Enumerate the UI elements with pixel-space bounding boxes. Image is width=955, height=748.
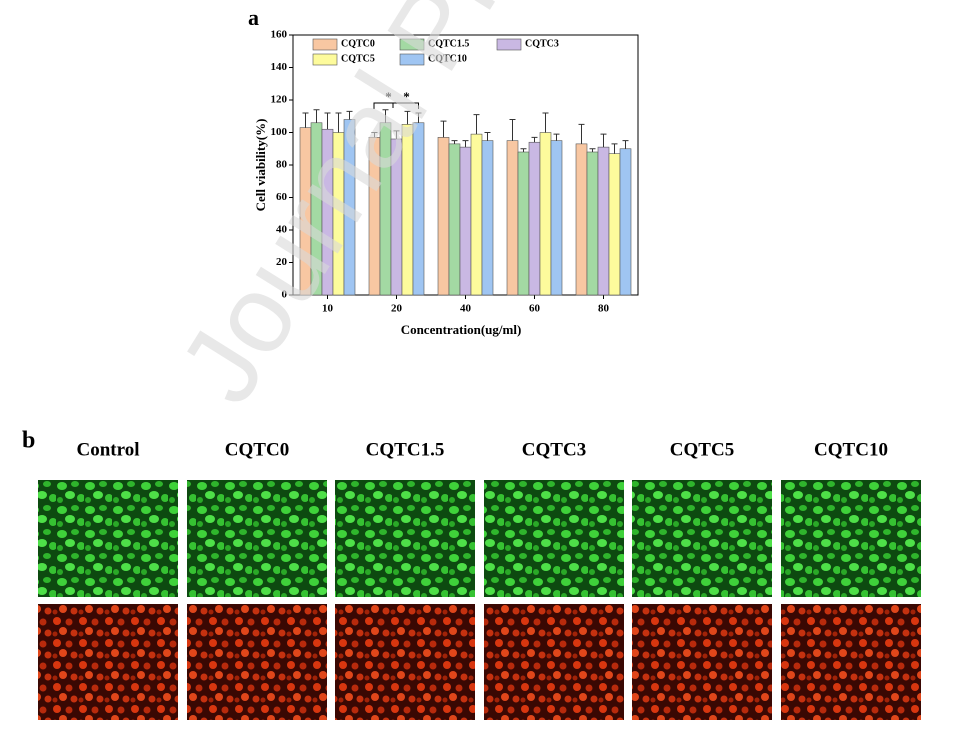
legend-label: CQTC3: [525, 38, 559, 49]
bar: [448, 143, 461, 296]
image-grid: Control CQTC0 CQTC1.5 CQTC3 CQTC5 CQTC10: [38, 439, 921, 720]
error-bar: [302, 112, 309, 128]
error-bar: [335, 112, 342, 133]
x-axis-label: Concentration(ug/ml): [401, 322, 522, 337]
column-label: CQTC5: [670, 439, 734, 460]
bar: [470, 133, 483, 296]
error-bar: [313, 109, 320, 123]
significance-bracket: [373, 102, 419, 109]
bar: [506, 140, 519, 296]
bar: [481, 140, 494, 296]
chart: 0 20 40 60 80 100 120 140 160 10 20 40 60 80 * * CQTC0 CQ…: [271, 29, 639, 315]
error-bar: [542, 112, 549, 133]
error-bar: [622, 140, 629, 149]
bar: [619, 148, 632, 296]
error-bar: [553, 133, 560, 141]
y-tick-label: 100: [271, 126, 288, 138]
error-bar: [451, 140, 458, 144]
error-bar: [371, 132, 378, 138]
error-bar: [589, 148, 596, 152]
legend-swatch: [399, 38, 425, 51]
error-bar: [611, 143, 618, 154]
y-axis-label: Cell viability(%): [253, 119, 268, 212]
legend-swatch: [312, 38, 338, 51]
error-bar: [404, 110, 411, 125]
y-tick-label: 160: [271, 29, 288, 41]
bar: [597, 146, 610, 296]
column-label: Control: [77, 439, 140, 460]
bar: [550, 140, 563, 296]
live-cell-image: [38, 480, 178, 597]
error-bar: [415, 112, 422, 123]
error-bar: [473, 114, 480, 135]
y-tick-label: 120: [271, 94, 288, 106]
bar: [575, 143, 588, 296]
column-label: CQTC10: [814, 439, 888, 460]
error-bar: [578, 123, 585, 144]
bar: [528, 141, 541, 296]
y-tick-label: 80: [276, 159, 288, 171]
bar: [459, 146, 472, 296]
dead-cell-image: [484, 604, 624, 720]
error-bar: [440, 120, 447, 138]
dead-cell-image: [187, 604, 327, 720]
error-bar: [520, 148, 527, 152]
bar: [517, 151, 530, 296]
y-tick-label: 20: [276, 256, 288, 268]
dead-cell-image: [781, 604, 921, 720]
live-cell-image: [484, 480, 624, 597]
bar: [608, 153, 621, 296]
error-bar: [531, 136, 538, 143]
legend-label: CQTC5: [341, 53, 375, 64]
x-tick-label: 20: [391, 303, 403, 315]
bar: [437, 137, 450, 296]
live-cell-image: [781, 480, 921, 597]
y-tick-label: 40: [276, 224, 288, 236]
panel-label: a: [248, 5, 259, 30]
x-tick-label: 80: [598, 303, 610, 315]
significance-mark: *: [385, 89, 392, 104]
panel-label: b: [22, 428, 35, 454]
dead-cell-image: [38, 604, 178, 720]
error-bar: [382, 109, 389, 123]
error-bar: [346, 110, 353, 120]
legend-swatch: [399, 53, 425, 66]
significance-mark: *: [403, 89, 410, 104]
legend-label: CQTC0: [341, 38, 375, 49]
dead-cell-image: [335, 604, 475, 720]
legend-swatch: [312, 53, 338, 66]
error-bar: [462, 140, 469, 148]
bar: [539, 132, 552, 296]
y-tick-label: 140: [271, 61, 288, 73]
live-cell-image: [335, 480, 475, 597]
y-tick-label: 0: [282, 289, 288, 301]
error-bar: [393, 130, 400, 139]
column-label: CQTC3: [522, 439, 586, 460]
x-tick-label: 60: [529, 303, 541, 315]
column-label: CQTC0: [225, 439, 289, 460]
error-bar: [509, 119, 516, 141]
bar: [586, 151, 599, 296]
live-cell-image: [632, 480, 772, 597]
error-bar: [324, 112, 331, 130]
x-tick-label: 40: [460, 303, 472, 315]
legend-label: CQTC10: [428, 53, 467, 64]
legend-swatch: [496, 38, 522, 51]
x-tick-label: 10: [322, 303, 334, 315]
live-cell-image: [187, 480, 327, 597]
dead-cell-image: [632, 604, 772, 720]
legend-label: CQTC1.5: [428, 38, 469, 49]
y-tick-label: 60: [276, 191, 288, 203]
error-bar: [484, 132, 491, 141]
error-bar: [600, 133, 607, 148]
column-label: CQTC1.5: [366, 439, 445, 460]
